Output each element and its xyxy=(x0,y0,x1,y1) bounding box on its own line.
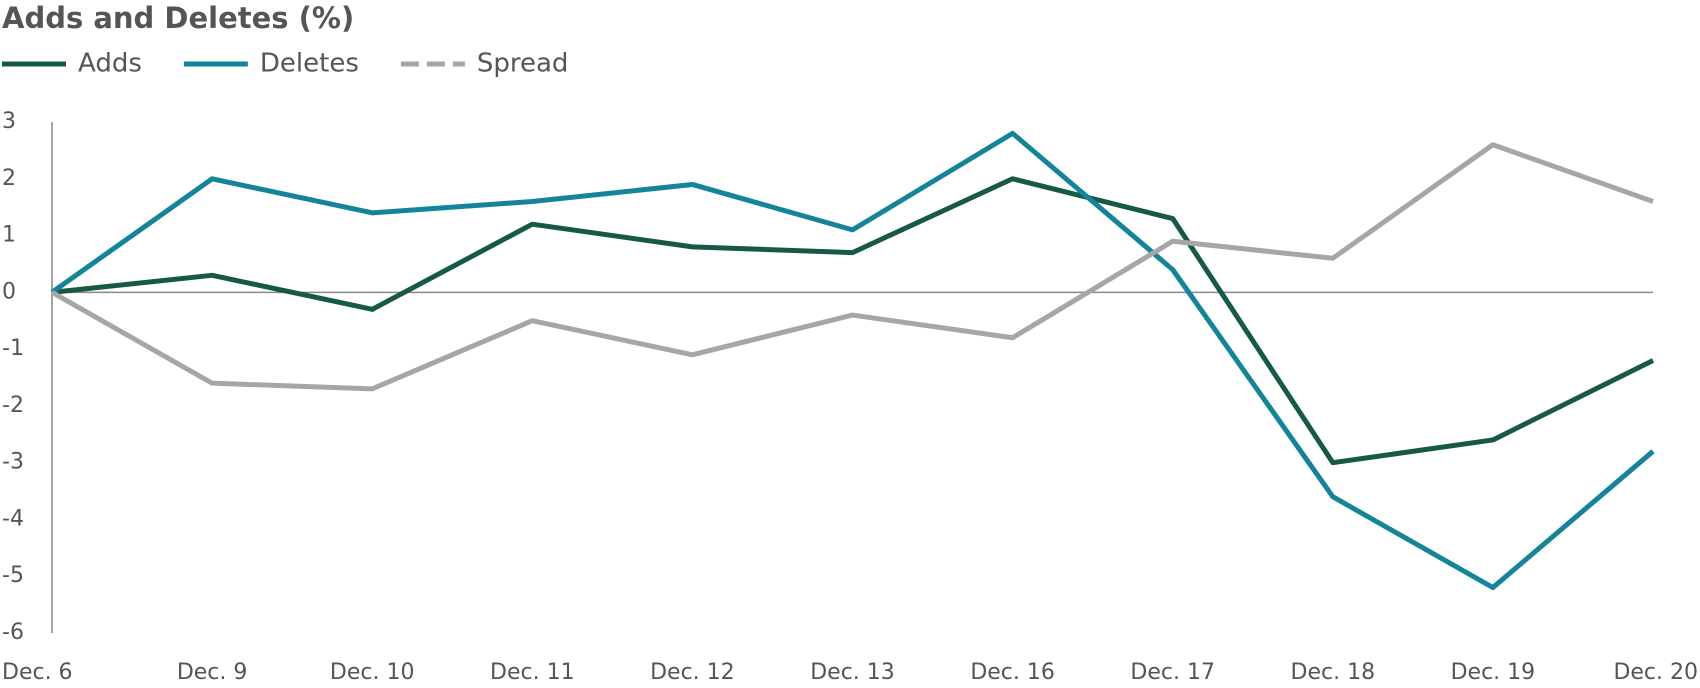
x-tick-label: Dec. 13 xyxy=(810,660,895,685)
x-tick-label: Dec. 17 xyxy=(1130,660,1215,685)
y-tick-label: 0 xyxy=(2,279,16,304)
y-tick-label: -5 xyxy=(2,563,24,588)
x-tick-label: Dec. 16 xyxy=(970,660,1055,685)
y-tick-label: 3 xyxy=(2,109,16,134)
x-tick-label: Dec. 9 xyxy=(177,660,248,685)
x-tick-label: Dec. 6 xyxy=(2,660,73,685)
y-tick-label: 2 xyxy=(2,166,16,191)
legend-label: Deletes xyxy=(260,49,359,79)
x-tick-label: Dec. 18 xyxy=(1291,660,1376,685)
x-tick-label: Dec. 19 xyxy=(1451,660,1536,685)
y-tick-label: -2 xyxy=(2,393,24,418)
x-tick-label: Dec. 12 xyxy=(650,660,735,685)
y-tick-label: -1 xyxy=(2,336,24,361)
y-tick-label: -6 xyxy=(2,620,24,645)
series-line xyxy=(51,176,1655,466)
series-line xyxy=(50,130,1655,591)
legend-label: Adds xyxy=(78,49,142,79)
y-tick-label: -3 xyxy=(2,450,24,475)
x-tick-label: Dec. 11 xyxy=(490,660,575,685)
legend-label: Spread xyxy=(477,49,569,79)
chart-title: Adds and Deletes (%) xyxy=(2,1,354,35)
x-tick-label: Dec. 20 xyxy=(1613,660,1698,685)
series-line xyxy=(50,142,1654,392)
y-tick-label: 1 xyxy=(2,223,16,248)
y-tick-label: -4 xyxy=(2,506,24,531)
x-tick-label: Dec. 10 xyxy=(330,660,415,685)
